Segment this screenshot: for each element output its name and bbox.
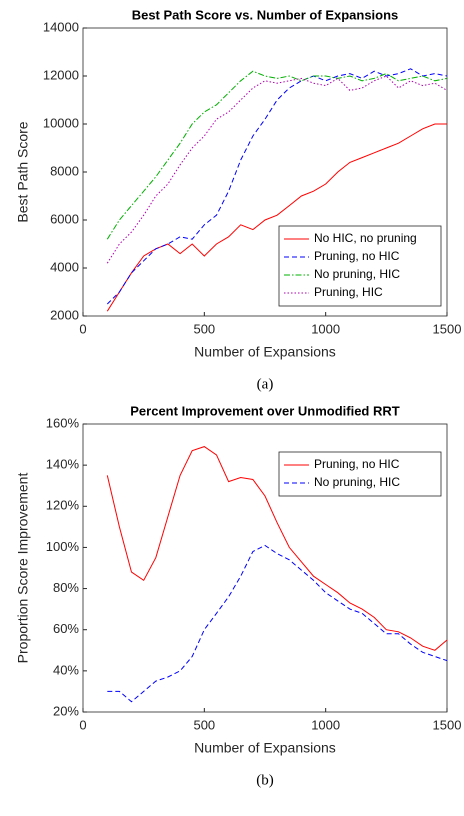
legend-label: Pruning, no HIC: [314, 249, 400, 263]
y-tick-label: 80%: [53, 580, 79, 595]
y-tick-label: 2000: [50, 307, 79, 322]
x-tick-label: 500: [193, 717, 215, 732]
legend-label: No pruning, HIC: [314, 475, 400, 489]
chart-title: Best Path Score vs. Number of Expansions: [132, 7, 399, 22]
y-tick-label: 120%: [46, 498, 80, 513]
series-line: [106, 446, 448, 651]
series-line: [106, 68, 448, 305]
legend-box: [278, 451, 442, 497]
y-tick-label: 160%: [46, 415, 80, 430]
caption: (b): [256, 772, 274, 788]
x-tick-label: 1000: [311, 717, 340, 732]
x-tick-label: 1000: [311, 321, 340, 336]
x-axis-label: Number of Expansions: [194, 740, 336, 756]
x-tick-label: 500: [193, 321, 215, 336]
x-tick-label: 1500: [433, 717, 462, 732]
series-line: [107, 544, 448, 703]
caption: (a): [257, 376, 274, 392]
y-tick-label: 140%: [46, 457, 80, 472]
legend-label: No pruning, HIC: [314, 267, 400, 281]
y-tick-label: 6000: [50, 211, 79, 226]
x-tick-label: 1500: [433, 321, 462, 336]
y-tick-label: 8000: [50, 163, 79, 178]
y-tick-label: 14000: [43, 19, 79, 34]
x-tick-label: 0: [79, 321, 86, 336]
legend-label: No HIC, no pruning: [314, 231, 417, 245]
y-tick-label: 40%: [53, 662, 79, 677]
series-line: [106, 70, 448, 240]
legend-label: Pruning, HIC: [314, 285, 383, 299]
y-tick-label: 100%: [46, 539, 80, 554]
y-tick-label: 10000: [43, 115, 79, 130]
x-axis-label: Number of Expansions: [194, 344, 336, 360]
y-tick-label: 12000: [43, 67, 79, 82]
y-axis-label: Best Path Score: [15, 121, 31, 222]
x-tick-label: 0: [79, 717, 86, 732]
y-tick-label: 60%: [53, 621, 79, 636]
y-tick-label: 20%: [53, 703, 79, 718]
legend-label: Pruning, no HIC: [314, 457, 400, 471]
y-tick-label: 4000: [50, 259, 79, 274]
y-axis-label: Proportion Score Improvement: [15, 473, 31, 664]
series-line: [106, 75, 448, 264]
chart-title: Percent Improvement over Unmodified RRT: [130, 403, 399, 418]
